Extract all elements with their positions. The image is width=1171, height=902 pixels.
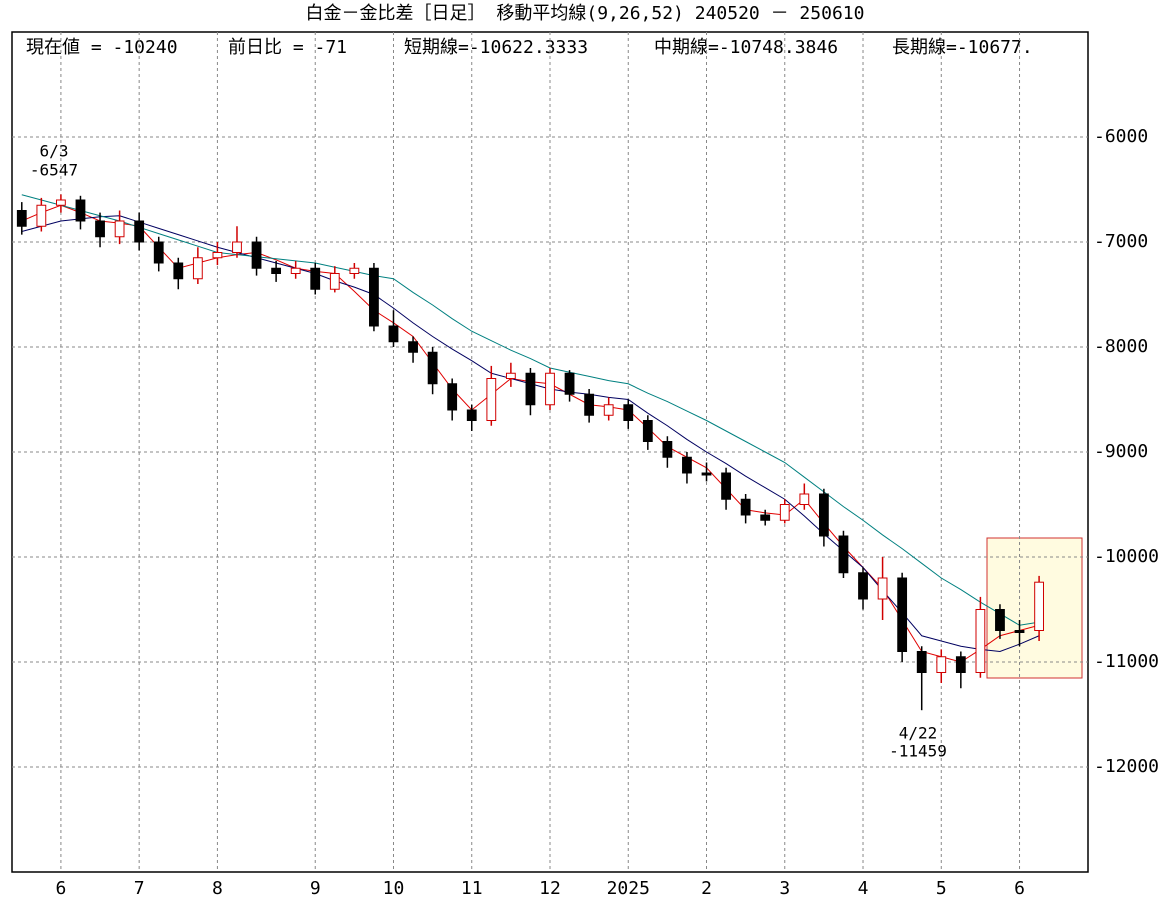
- candle-body: [388, 325, 399, 343]
- candle-body: [173, 262, 184, 280]
- candle-body: [447, 383, 458, 411]
- candle-body: [427, 351, 438, 385]
- candle-body: [662, 441, 673, 458]
- y-tick-label: -9000: [1094, 441, 1148, 462]
- y-tick-label: -8000: [1094, 336, 1148, 357]
- candle-body: [877, 577, 888, 600]
- candle-body: [545, 372, 555, 406]
- candle-body: [721, 472, 731, 500]
- candle-body: [955, 656, 966, 673]
- candle-body: [369, 267, 379, 327]
- candle-body: [897, 577, 908, 652]
- candle-body: [153, 241, 164, 264]
- candle-body: [329, 273, 340, 290]
- candle-body: [56, 199, 66, 206]
- y-tick-label: -11000: [1094, 651, 1159, 672]
- candle-body: [408, 341, 418, 353]
- chart-title: 白金－金比差［日足］ 移動平均線(9,26,52) 240520 － 25061…: [306, 3, 865, 24]
- x-tick-label: 2025: [607, 878, 650, 899]
- ma-line: [21, 194, 1040, 626]
- candle-body: [486, 378, 497, 421]
- candle-body: [525, 372, 536, 406]
- annotation-value: -11459: [889, 742, 947, 761]
- candle-body: [310, 267, 321, 290]
- annotation-date: 6/3: [40, 142, 69, 161]
- x-tick-label: 6: [55, 878, 66, 899]
- candle-body: [1014, 630, 1025, 633]
- candle-body: [603, 404, 614, 416]
- info-text: 前日比 = -71: [228, 37, 347, 58]
- candle-body: [740, 498, 751, 516]
- x-tick-label: 10: [383, 878, 405, 899]
- candle-body: [995, 609, 1005, 631]
- candle-body: [466, 409, 477, 421]
- x-tick-label: 5: [936, 878, 947, 899]
- x-tick-label: 12: [539, 878, 561, 899]
- candle-body: [623, 404, 634, 421]
- x-tick-label: 2: [701, 878, 712, 899]
- candle-body: [290, 267, 301, 274]
- candle-body: [838, 535, 849, 574]
- candle-body: [95, 220, 105, 238]
- candle-body: [505, 372, 516, 379]
- annotation-date: 4/22: [899, 724, 938, 743]
- candle-body: [975, 609, 986, 673]
- candle-body: [936, 656, 947, 673]
- candle-body: [75, 199, 86, 222]
- candle-body: [682, 456, 692, 474]
- candle-body: [799, 493, 810, 505]
- x-tick-label: 7: [134, 878, 145, 899]
- candle-body: [858, 572, 868, 600]
- x-tick-label: 11: [461, 878, 483, 899]
- y-tick-label: -7000: [1094, 231, 1148, 252]
- x-tick-label: 6: [1014, 878, 1025, 899]
- info-text: 長期線=-10677.: [892, 37, 1033, 58]
- y-tick-label: -12000: [1094, 756, 1159, 777]
- candle-body: [114, 220, 125, 238]
- candle-body: [192, 257, 203, 280]
- candle-body: [1034, 581, 1044, 632]
- candle-body: [36, 204, 47, 227]
- x-tick-label: 4: [858, 878, 869, 899]
- info-text: 中期線=-10748.3846: [654, 37, 838, 58]
- candle-body: [818, 493, 829, 537]
- info-text: 現在値 = -10240: [26, 37, 178, 58]
- x-tick-label: 8: [212, 878, 223, 899]
- candle-body: [760, 514, 771, 521]
- candle-body: [134, 220, 145, 243]
- x-tick-label: 3: [779, 878, 790, 899]
- candle-body: [564, 372, 575, 395]
- candle-body: [916, 651, 927, 673]
- candle-body: [701, 472, 712, 476]
- candle-body: [16, 210, 27, 227]
- candle-body: [349, 267, 360, 274]
- candle-body: [251, 241, 262, 269]
- candle-body: [584, 393, 595, 416]
- y-tick-label: -10000: [1094, 546, 1159, 567]
- candle-body: [212, 252, 223, 259]
- info-text: 短期線=-10622.3333: [404, 37, 588, 58]
- candle-body: [779, 504, 790, 521]
- x-tick-label: 9: [310, 878, 321, 899]
- y-tick-label: -6000: [1094, 126, 1148, 147]
- candle-body: [271, 267, 282, 274]
- candle-body: [642, 420, 653, 442]
- candle-body: [232, 241, 242, 253]
- annotation-value: -6547: [30, 161, 78, 180]
